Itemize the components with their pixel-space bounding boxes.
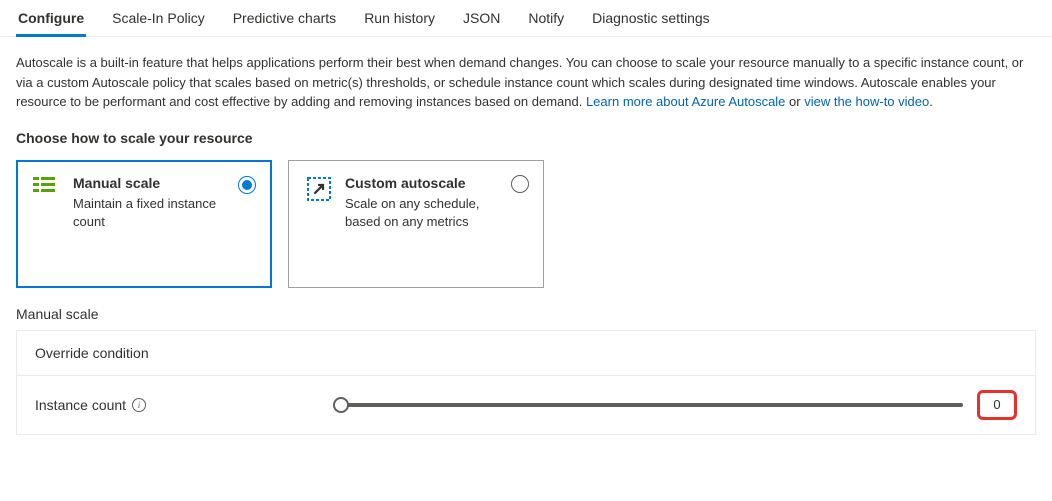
tab-json[interactable]: JSON xyxy=(461,0,502,36)
section-title: Choose how to scale your resource xyxy=(16,130,1036,146)
howto-video-link[interactable]: view the how-to video xyxy=(804,94,929,109)
manual-scale-desc: Maintain a fixed instance count xyxy=(73,195,235,231)
slider-thumb[interactable] xyxy=(333,397,349,413)
manual-scale-label: Manual scale xyxy=(16,306,1036,322)
tab-scale-in-policy[interactable]: Scale-In Policy xyxy=(110,0,207,36)
custom-autoscale-radio[interactable] xyxy=(511,175,529,193)
description-text-3: . xyxy=(929,94,933,109)
manual-scale-card[interactable]: Manual scale Maintain a fixed instance c… xyxy=(16,160,272,288)
instance-count-label: Instance count xyxy=(35,397,126,413)
tab-configure[interactable]: Configure xyxy=(16,0,86,37)
custom-autoscale-title: Custom autoscale xyxy=(345,175,507,191)
description-text-2: or xyxy=(785,94,804,109)
learn-more-link[interactable]: Learn more about Azure Autoscale xyxy=(586,94,785,109)
tab-predictive-charts[interactable]: Predictive charts xyxy=(231,0,338,36)
instance-count-slider[interactable] xyxy=(335,395,963,415)
custom-autoscale-card[interactable]: Custom autoscale Scale on any schedule, … xyxy=(288,160,544,288)
tab-bar: Configure Scale-In Policy Predictive cha… xyxy=(0,0,1052,37)
tab-notify[interactable]: Notify xyxy=(526,0,566,36)
info-icon[interactable]: i xyxy=(132,398,146,412)
custom-autoscale-desc: Scale on any schedule, based on any metr… xyxy=(345,195,507,231)
custom-autoscale-icon xyxy=(305,175,333,273)
autoscale-description: Autoscale is a built-in feature that hel… xyxy=(16,53,1036,112)
override-condition-row: Override condition xyxy=(17,331,1035,376)
content-area: Autoscale is a built-in feature that hel… xyxy=(0,37,1052,451)
manual-scale-radio[interactable] xyxy=(238,176,256,194)
override-condition-label: Override condition xyxy=(35,345,149,361)
manual-scale-title: Manual scale xyxy=(73,175,235,191)
instance-count-row: Instance count i 0 xyxy=(17,376,1035,434)
instance-count-value[interactable]: 0 xyxy=(977,390,1017,420)
tab-diagnostic-settings[interactable]: Diagnostic settings xyxy=(590,0,712,36)
manual-scale-panel: Override condition Instance count i 0 xyxy=(16,330,1036,435)
tab-run-history[interactable]: Run history xyxy=(362,0,437,36)
scale-options: Manual scale Maintain a fixed instance c… xyxy=(16,160,1036,288)
manual-scale-icon xyxy=(33,175,61,273)
